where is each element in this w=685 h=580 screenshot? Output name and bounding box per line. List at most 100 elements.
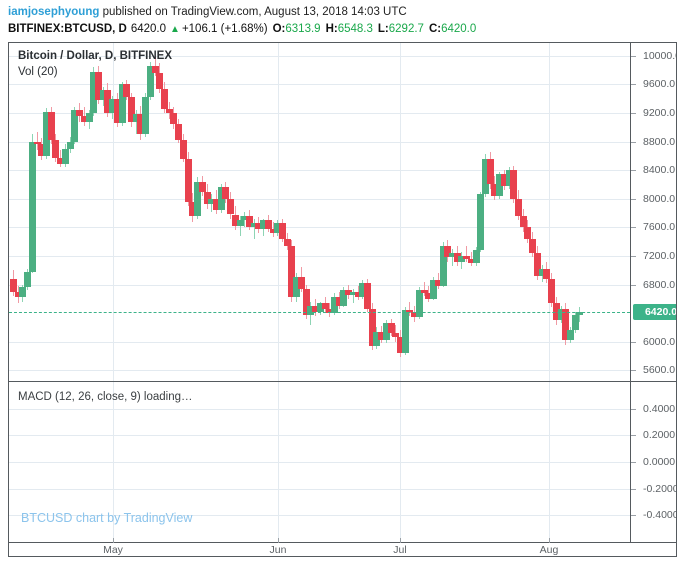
candle xyxy=(425,43,433,381)
candle xyxy=(57,43,65,381)
gridline xyxy=(9,198,630,200)
candle xyxy=(250,43,258,381)
macd-pane[interactable]: MACD (12, 26, close, 9) loading… 0.4000 0… xyxy=(9,382,676,542)
candle-body xyxy=(382,323,390,341)
candle-body xyxy=(19,287,27,298)
volume-legend[interactable]: Vol (20) xyxy=(18,66,58,78)
candle xyxy=(297,43,305,381)
candle-body xyxy=(326,308,334,314)
candle xyxy=(231,43,239,381)
candle xyxy=(566,43,574,381)
candle xyxy=(420,43,428,381)
macd-plot-area[interactable]: MACD (12, 26, close, 9) loading… xyxy=(9,382,630,542)
candle-body xyxy=(430,280,438,299)
candle-body xyxy=(505,170,513,186)
candle-body xyxy=(142,97,150,135)
candle-wick xyxy=(253,218,255,239)
candle-body xyxy=(241,215,249,221)
candle-body xyxy=(373,331,381,346)
candle-body xyxy=(227,198,235,215)
candle xyxy=(401,43,409,381)
candle-body xyxy=(548,278,556,304)
candle-body xyxy=(486,158,494,185)
chart-frame[interactable]: Bitcoin / Dollar, D, BITFINEX Vol (20) 6… xyxy=(8,42,677,557)
candle xyxy=(90,43,98,381)
candle xyxy=(434,43,442,381)
candle-body xyxy=(274,223,282,234)
candle-body xyxy=(85,113,93,122)
change-value: +106.1 (+1.68%) xyxy=(181,23,268,35)
time-axis-label: Jun xyxy=(269,544,287,556)
candle xyxy=(24,43,32,381)
gridline xyxy=(9,515,630,516)
candle-wick xyxy=(135,110,137,135)
candle xyxy=(94,43,102,381)
candle xyxy=(510,43,518,381)
macd-scale[interactable]: 0.4000 0.2000 0.0000 -0.2000 -0.4000 xyxy=(630,382,676,542)
candle xyxy=(222,43,230,381)
candle xyxy=(212,43,220,381)
macd-legend[interactable]: MACD (12, 26, close, 9) loading… xyxy=(18,391,193,403)
price-pane[interactable]: Bitcoin / Dollar, D, BITFINEX Vol (20) 6… xyxy=(9,43,676,381)
candle-body xyxy=(264,220,272,229)
candle-body xyxy=(38,144,46,156)
candle xyxy=(43,43,51,381)
price-scale[interactable]: 6420.0 10000.0 9600.0 9200.0 8800.0 8400.0 80… xyxy=(630,43,676,381)
candle-body xyxy=(415,290,423,318)
time-axis[interactable]: May Jun Jul Aug xyxy=(9,538,676,557)
candle-body xyxy=(76,110,84,116)
candle-body xyxy=(349,291,357,295)
candle-body xyxy=(397,337,405,354)
candle xyxy=(10,43,17,381)
candle xyxy=(543,43,551,381)
candle-body xyxy=(482,158,489,195)
chart-legend-title[interactable]: Bitcoin / Dollar, D, BITFINEX xyxy=(18,50,172,62)
candle-wick xyxy=(352,288,354,304)
candle-body xyxy=(312,305,320,312)
candle xyxy=(283,43,291,381)
price-tick-label: 8400.0 xyxy=(643,164,676,177)
candle xyxy=(533,43,541,381)
candle xyxy=(340,43,348,381)
price-plot-area[interactable]: Bitcoin / Dollar, D, BITFINEX Vol (20) xyxy=(9,43,630,381)
candle xyxy=(137,43,145,381)
candle-body xyxy=(401,310,409,354)
candle-body xyxy=(198,181,206,192)
candle-body xyxy=(359,283,367,298)
candle-body xyxy=(80,115,88,122)
candle xyxy=(316,43,324,381)
candle xyxy=(312,43,320,381)
candle xyxy=(161,43,169,381)
candle-body xyxy=(477,194,485,251)
axis-tick xyxy=(631,198,636,200)
candle xyxy=(208,43,216,381)
candle-body xyxy=(453,253,461,262)
candle xyxy=(359,43,367,381)
candle xyxy=(500,43,508,381)
candle-body xyxy=(529,238,537,254)
price-tick-label: 7600.0 xyxy=(643,221,676,234)
candle-body xyxy=(467,258,475,264)
candle xyxy=(486,43,494,381)
candle-body xyxy=(411,311,419,318)
price-tick-label: 8800.0 xyxy=(643,135,676,148)
symbol-label[interactable]: BITFINEX:BTCUSD, D xyxy=(8,23,127,35)
candle xyxy=(241,43,249,381)
author-link[interactable]: iamjosephyoung xyxy=(8,6,100,18)
candle-body xyxy=(161,88,169,109)
time-axis-label: Aug xyxy=(539,544,559,556)
candle xyxy=(236,43,244,381)
axis-tick xyxy=(631,435,636,436)
time-axis-tick xyxy=(278,538,279,543)
candle-body xyxy=(406,310,414,312)
candle xyxy=(33,43,41,381)
candle-body xyxy=(28,141,36,272)
candle-body xyxy=(283,238,291,246)
candle xyxy=(496,43,504,381)
candle-body xyxy=(165,108,173,114)
gridline xyxy=(9,170,630,172)
candle xyxy=(335,43,343,381)
price-tick-label: 9600.0 xyxy=(643,78,676,91)
axis-tick xyxy=(631,141,636,143)
candle-body xyxy=(515,198,523,216)
